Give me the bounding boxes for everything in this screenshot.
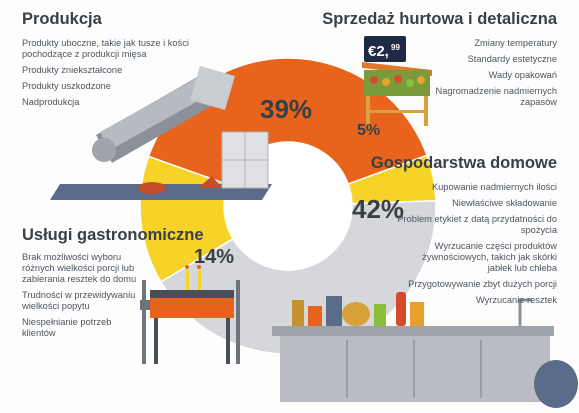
list-item: Problem etykiet z datą przydatności do s… [397,214,557,235]
list-item: Kupowanie nadmiernych ilości [431,182,557,192]
list-item: Niespełnianie potrzeb klientów [22,317,112,338]
list-item: Przygotowywanie zbyt dużych porcji [408,279,557,289]
slice-label-production: 39% [260,94,313,124]
market-stall-illustration: €2, 99 [362,36,432,126]
catering-title: Usługi gastronomiczne [22,226,204,244]
households-title: Gospodarstwa domowe [370,154,557,172]
list-item: Produkty uszkodzone [22,81,111,91]
catering-list: Brak możliwości wyboru różnych wielkości… [22,252,142,344]
list-item: Trudności w przewidywaniu wielkości popy… [22,290,136,311]
slice-label-catering: 14% [194,246,235,268]
slice-label-retail: 5% [357,122,381,139]
price-tag [364,36,406,62]
slice-label-households: 42% [352,194,405,224]
kitchen-counter-illustration [272,292,578,408]
list-item: Nadprodukcja [22,97,80,107]
production-title: Produkcja [22,10,102,28]
list-item: Nagromadzenie nadmiernych zapasów [435,86,557,107]
households-list: Kupowanie nadmiernych ilości Niewłaściwe… [397,182,557,311]
list-item: Zmiany temperatury [474,38,557,48]
price-tag-main: €2, [368,43,389,60]
retail-title: Sprzedaż hurtowa i detaliczna [322,10,557,28]
list-item: Niewłaściwe składowanie [452,198,557,208]
retail-list: Zmiany temperatury Standardy estetyczne … [432,38,557,113]
list-item: Produkty uboczne, takie jak tusze i kośc… [22,38,189,59]
restaurant-table-illustration [140,265,240,364]
conveyor-belt-illustration [50,66,272,200]
list-item: Wyrzucanie resztek [475,295,557,305]
list-item: Produkty zniekształcone [22,65,123,75]
list-item: Standardy estetyczne [467,54,557,64]
list-item: Brak możliwości wyboru różnych wielkości… [22,252,137,284]
list-item: Wady opakowań [488,70,557,80]
production-list: Produkty uboczne, takie jak tusze i kośc… [22,38,197,113]
list-item: Wyrzucanie części produktów żywnościowyc… [422,241,557,273]
price-tag-cents: 99 [391,43,400,52]
